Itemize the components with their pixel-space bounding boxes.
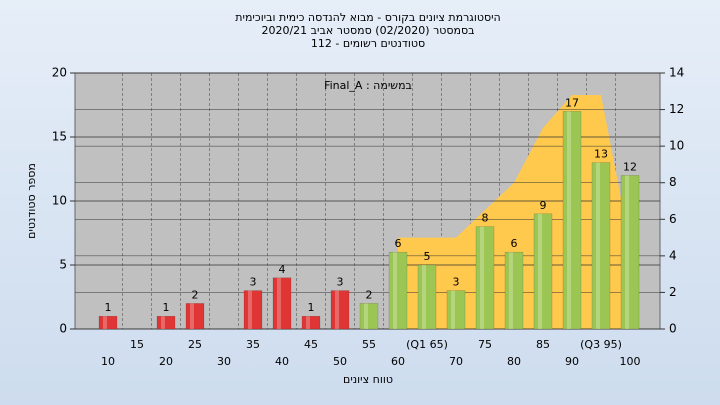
value-label: 3: [250, 276, 257, 289]
bar: [475, 226, 495, 330]
y2-tick-label: 8: [669, 175, 677, 189]
bar: [359, 303, 379, 330]
x-tick-label: 35: [246, 338, 260, 351]
x-tick-label: 10: [101, 355, 115, 368]
bar-shine: [364, 303, 368, 329]
y2-tick-label: 6: [669, 212, 677, 226]
bar-shine: [422, 265, 426, 329]
bar: [591, 162, 611, 330]
bar: [533, 213, 553, 330]
x-tick-label: 25: [188, 338, 202, 351]
y2-tick-label: 10: [669, 139, 684, 153]
x-axis-label: טווח ציונים: [343, 373, 393, 386]
y2-tick-label: 2: [669, 285, 677, 299]
y2-tick-label: 12: [669, 102, 684, 116]
bar: [301, 315, 321, 330]
bar: [504, 251, 524, 330]
value-label: 8: [482, 212, 489, 225]
x-tick-label: 100: [620, 355, 641, 368]
annotation: במשימה : Final_A: [324, 79, 412, 92]
value-label: 6: [511, 237, 518, 250]
x-tick-label: 55: [362, 338, 376, 351]
bar-shine: [335, 290, 339, 329]
y-tick-label: 0: [59, 322, 67, 336]
bar-shine: [538, 213, 542, 329]
bar-shine: [625, 175, 629, 329]
value-label: 2: [192, 288, 199, 301]
x-tick-label: 15: [130, 338, 144, 351]
bar-shine: [393, 252, 397, 329]
bar: [388, 251, 408, 330]
bar: [98, 315, 118, 330]
x-tick-label: 70: [449, 355, 463, 368]
bar-shine: [480, 226, 484, 329]
bar-shine: [567, 111, 571, 330]
y-tick-label: 10: [52, 194, 67, 208]
y2-tick-label: 14: [669, 66, 684, 80]
x-tick-label: 50: [333, 355, 347, 368]
value-label: 3: [453, 276, 460, 289]
bar: [620, 175, 640, 330]
bar: [330, 290, 350, 330]
bar: [417, 264, 437, 330]
x-tick-label: 60: [391, 355, 405, 368]
bar: [156, 315, 176, 330]
bar: [272, 277, 292, 330]
bar: [562, 111, 582, 330]
chart-subtitle: בסמסטר (02/2020) סמסטר אביב 2020/21: [261, 24, 474, 37]
bar-shine: [306, 316, 310, 329]
bar: [185, 303, 205, 330]
y-tick-label: 15: [52, 130, 67, 144]
value-label: 13: [594, 148, 608, 161]
value-label: 12: [623, 160, 637, 173]
bar-shine: [248, 290, 252, 329]
x-tick-label: 75: [478, 338, 492, 351]
y-axis-label: מספר סטודנטים: [25, 163, 38, 239]
value-label: 1: [308, 301, 315, 314]
value-label: 2: [366, 288, 373, 301]
value-label: 1: [163, 301, 170, 314]
x-tick-label: 45: [304, 338, 318, 351]
bar-shine: [190, 303, 194, 329]
x-tick-label: 40: [275, 355, 289, 368]
x-tick-label: 20: [159, 355, 173, 368]
y2-tick-label: 0: [669, 322, 677, 336]
chart-subtitle: סטודנטים רשומים - 112: [311, 37, 425, 50]
x-tick-label: 85: [536, 338, 550, 351]
bar: [243, 290, 263, 330]
x-tick-label: 90: [565, 355, 579, 368]
bar: [446, 290, 466, 330]
value-label: 4: [279, 263, 286, 276]
value-label: 6: [395, 237, 402, 250]
value-label: 5: [424, 250, 431, 263]
value-label: 17: [565, 96, 579, 109]
plot: 0510152002468101214101152012523035340445…: [52, 66, 685, 369]
chart-title: היסטוגרמת ציונים בקורס - מבוא להנדסה כימ…: [235, 11, 501, 24]
y2-tick-label: 4: [669, 248, 677, 262]
y-tick-label: 20: [52, 66, 67, 80]
bar-shine: [161, 316, 165, 329]
bar-shine: [277, 277, 281, 329]
value-label: 1: [105, 301, 112, 314]
y-tick-label: 5: [59, 258, 67, 272]
bar-shine: [596, 162, 600, 329]
bar-shine: [103, 316, 107, 329]
value-label: 3: [337, 276, 344, 289]
x-tick-label: (Q3 95): [580, 338, 622, 351]
bar-shine: [451, 290, 455, 329]
x-tick-label: 30: [217, 355, 231, 368]
x-tick-label: 80: [507, 355, 521, 368]
bar-shine: [509, 252, 513, 329]
value-label: 9: [540, 199, 547, 212]
x-tick-label: (Q1 65): [406, 338, 448, 351]
